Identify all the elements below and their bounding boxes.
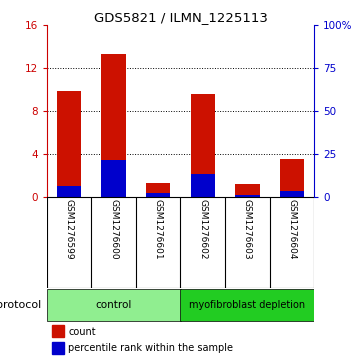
Bar <box>235 195 260 197</box>
Bar <box>235 184 260 197</box>
Bar <box>57 91 82 197</box>
Bar <box>52 326 64 337</box>
Title: GDS5821 / ILMN_1225113: GDS5821 / ILMN_1225113 <box>93 11 268 24</box>
Bar <box>47 289 180 321</box>
Bar <box>279 191 304 197</box>
Bar <box>180 289 314 321</box>
Text: myofibroblast depletion: myofibroblast depletion <box>189 300 305 310</box>
Text: GSM1276600: GSM1276600 <box>109 199 118 260</box>
Bar <box>279 159 304 197</box>
Text: control: control <box>96 300 132 310</box>
Bar <box>191 174 215 197</box>
Bar <box>101 160 126 197</box>
Text: protocol: protocol <box>0 300 42 310</box>
Bar <box>146 183 170 197</box>
Bar <box>57 186 82 197</box>
Text: GSM1276599: GSM1276599 <box>65 199 74 260</box>
Bar <box>101 54 126 197</box>
Text: GSM1276604: GSM1276604 <box>287 199 296 260</box>
Bar <box>191 94 215 197</box>
Text: count: count <box>68 326 96 337</box>
Bar <box>146 193 170 197</box>
Text: GSM1276601: GSM1276601 <box>154 199 163 260</box>
Text: GSM1276603: GSM1276603 <box>243 199 252 260</box>
Text: GSM1276602: GSM1276602 <box>198 199 207 260</box>
Text: percentile rank within the sample: percentile rank within the sample <box>68 343 233 353</box>
Bar <box>52 342 64 354</box>
